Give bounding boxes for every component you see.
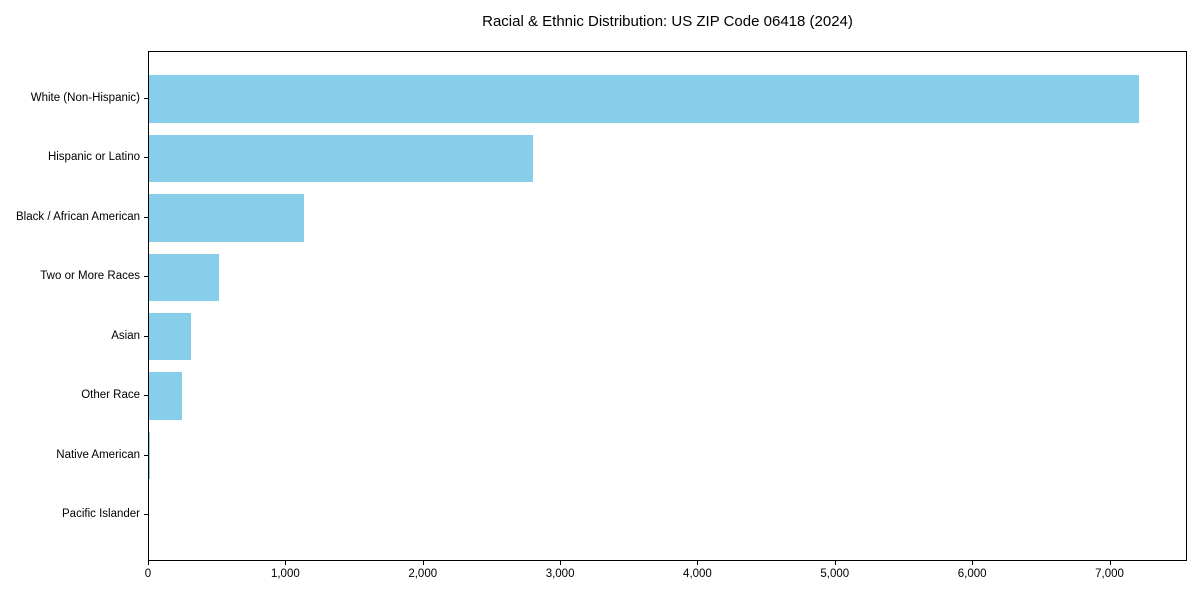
y-tick-mark	[144, 157, 148, 159]
y-tick-mark	[144, 276, 148, 278]
x-tick-label-5000: 5,000	[820, 568, 850, 580]
bar-hispanic-or-latino	[149, 134, 533, 183]
y-tick-mark	[144, 216, 148, 218]
bar-two-or-more-races	[149, 253, 219, 302]
y-tick-label-black-african-american: Black / African American	[16, 210, 140, 223]
x-tick-label-2000: 2,000	[408, 568, 438, 580]
plot-area	[148, 51, 1187, 561]
x-tick-label-6000: 6,000	[957, 568, 987, 580]
y-tick-mark	[144, 97, 148, 99]
y-tick-label-two-or-more-races: Two or More Races	[40, 270, 140, 283]
x-tick-label-3000: 3,000	[545, 568, 575, 580]
y-tick-mark	[144, 395, 148, 397]
x-tick-label-7000: 7,000	[1095, 568, 1124, 580]
x-tick-mark	[697, 561, 699, 565]
y-tick-label-white-non-hispanic: White (Non-Hispanic)	[30, 91, 140, 104]
x-tick-mark	[148, 561, 149, 565]
x-tick-mark	[1109, 561, 1111, 565]
y-tick-mark	[144, 454, 148, 456]
y-tick-label-asian: Asian	[111, 329, 140, 342]
x-tick-mark	[422, 561, 424, 565]
bar-black-african-american	[149, 194, 305, 242]
y-tick-mark	[144, 514, 148, 516]
x-tick-mark	[560, 561, 562, 565]
x-tick-label-0: 0	[144, 568, 152, 580]
x-tick-mark	[834, 561, 836, 565]
bar-native-american	[149, 431, 151, 480]
x-tick-mark	[972, 561, 974, 565]
bar-asian	[149, 312, 191, 361]
x-tick-mark	[285, 561, 287, 565]
x-tick-label-4000: 4,000	[683, 568, 712, 580]
x-tick-label-1000: 1,000	[270, 568, 300, 580]
chart-title: Racial & Ethnic Distribution: US ZIP Cod…	[482, 13, 853, 30]
bar-other-race	[149, 372, 183, 420]
y-tick-label-native-american: Native American	[56, 448, 140, 461]
y-tick-label-other-race: Other Race	[81, 389, 140, 402]
bar-white-non-hispanic	[149, 75, 1139, 123]
y-tick-label-hispanic-or-latino: Hispanic or Latino	[47, 151, 140, 164]
y-tick-label-pacific-islander: Pacific Islander	[62, 508, 140, 521]
y-tick-mark	[144, 335, 148, 337]
